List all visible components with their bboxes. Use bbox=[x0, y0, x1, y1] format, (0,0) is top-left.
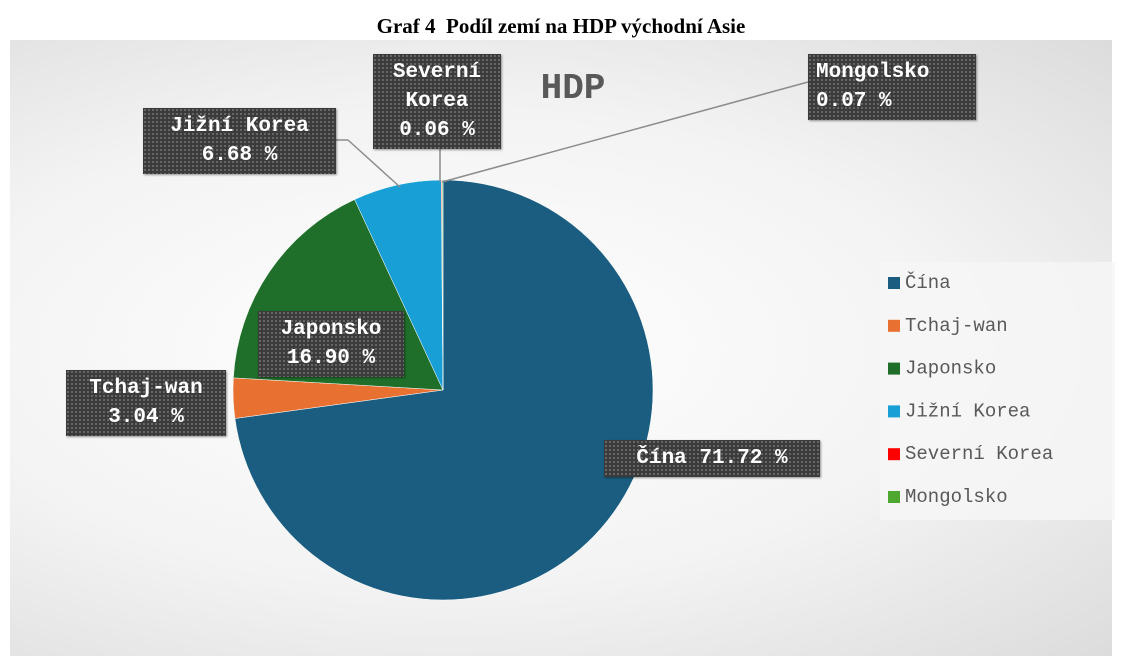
data-label: Severní Korea 0.06 % bbox=[373, 54, 501, 149]
data-label-category: Severní Korea bbox=[392, 61, 482, 113]
data-label-value: 0.06 % bbox=[399, 119, 475, 142]
data-label-category: Jižní Korea bbox=[170, 115, 309, 138]
leader-line bbox=[347, 139, 401, 188]
legend-marker bbox=[888, 319, 900, 332]
data-label: Mongolsko 0.07 % bbox=[808, 54, 976, 120]
legend-label: Severní Korea bbox=[905, 443, 1053, 465]
legend-label: Japonsko bbox=[905, 358, 996, 380]
data-label-value: 6.68 % bbox=[201, 144, 278, 167]
data-label-value: 16.90 % bbox=[286, 347, 376, 370]
data-label: Tchaj-wan 3.04 % bbox=[66, 370, 226, 436]
legend-label: Čína bbox=[905, 272, 951, 294]
data-label-category: Japonsko bbox=[280, 318, 382, 341]
legend-label: Jižní Korea bbox=[905, 400, 1030, 422]
caption: Graf 4 Podíl zemí na HDP východní Asie bbox=[376, 14, 746, 38]
chart-title: HDP bbox=[541, 68, 606, 109]
data-label: Čína 71.72 % bbox=[604, 440, 820, 477]
data-label-value: 71.72 % bbox=[699, 447, 788, 470]
legend-marker bbox=[888, 491, 900, 503]
legend-marker bbox=[888, 448, 900, 461]
data-label-category: Tchaj-wan bbox=[89, 377, 203, 400]
legend-marker bbox=[888, 405, 900, 418]
data-label-value: 3.04 % bbox=[108, 406, 184, 429]
data-label: Jižní Korea 6.68 % bbox=[143, 108, 336, 174]
legend-box bbox=[880, 262, 1115, 520]
data-label-category: Mongolsko bbox=[816, 61, 930, 84]
legend-label: Tchaj-wan bbox=[905, 315, 1008, 337]
leader-line bbox=[441, 81, 809, 183]
legend-label: Mongolsko bbox=[905, 486, 1008, 508]
legend-marker bbox=[888, 362, 900, 375]
pie-slice bbox=[234, 179, 654, 601]
data-label-category: Čína bbox=[636, 447, 687, 470]
legend-marker bbox=[888, 277, 900, 289]
data-label: Japonsko 16.90 % bbox=[258, 311, 404, 377]
data-label-value: 0.07 % bbox=[816, 90, 892, 113]
pie-slice bbox=[441, 179, 444, 391]
